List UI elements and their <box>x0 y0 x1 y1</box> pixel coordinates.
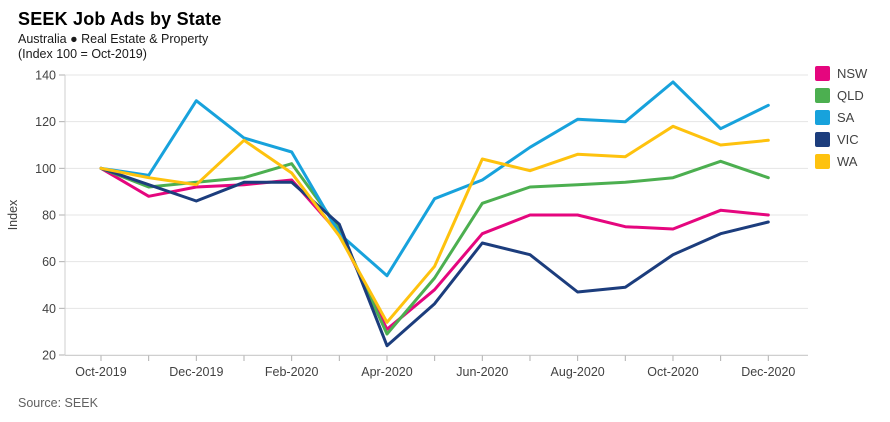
legend-item-VIC: VIC <box>815 132 867 147</box>
series-line-QLD <box>99 159 770 336</box>
x-tick-label: Jun-2020 <box>456 365 508 379</box>
x-tick-label: Oct-2019 <box>75 365 126 379</box>
legend-label-NSW: NSW <box>837 66 868 81</box>
y-axis-title: Index <box>6 199 20 230</box>
legend-swatch-SA <box>815 110 830 125</box>
x-tick-label: Dec-2019 <box>169 365 223 379</box>
y-tick-label: 40 <box>42 302 56 316</box>
y-tick-label: 80 <box>42 209 56 223</box>
x-tick-label: Apr-2020 <box>361 365 412 379</box>
series-line-WA <box>99 124 770 324</box>
legend-label-WA: WA <box>837 154 858 169</box>
legend-item-NSW: NSW <box>815 66 867 81</box>
x-tick-label: Feb-2020 <box>265 365 319 379</box>
series-line-SA <box>99 80 770 278</box>
chart-title: SEEK Job Ads by State <box>18 9 222 29</box>
legend-label-QLD: QLD <box>837 88 864 103</box>
legend-item-SA: SA <box>815 110 867 125</box>
source-note: Source: SEEK <box>18 396 98 410</box>
y-tick-label: 60 <box>42 255 56 269</box>
legend-swatch-NSW <box>815 66 830 81</box>
legend-swatch-VIC <box>815 132 830 147</box>
chart-subtitle: Australia ● Real Estate & Property <box>18 32 209 46</box>
legend-swatch-WA <box>815 154 830 169</box>
legend-swatch-QLD <box>815 88 830 103</box>
legend-item-WA: WA <box>815 154 867 169</box>
y-tick-label: 120 <box>35 115 56 129</box>
series-line-VIC <box>99 166 770 348</box>
legend-label-SA: SA <box>837 110 855 125</box>
series-line-NSW <box>99 166 770 331</box>
legend-label-VIC: VIC <box>837 132 859 147</box>
chart-legend: NSW QLD SA VIC WA <box>815 66 867 169</box>
x-tick-label: Aug-2020 <box>551 365 605 379</box>
y-tick-label: 100 <box>35 162 56 176</box>
chart-header: SEEK Job Ads by State Australia ● Real E… <box>18 8 222 62</box>
x-tick-label: Oct-2020 <box>647 365 698 379</box>
x-tick-label: Dec-2020 <box>741 365 795 379</box>
y-tick-label: 20 <box>42 349 56 363</box>
y-tick-label: 140 <box>35 69 56 83</box>
index-note: (Index 100 = Oct-2019) <box>18 47 147 61</box>
legend-item-QLD: QLD <box>815 88 867 103</box>
